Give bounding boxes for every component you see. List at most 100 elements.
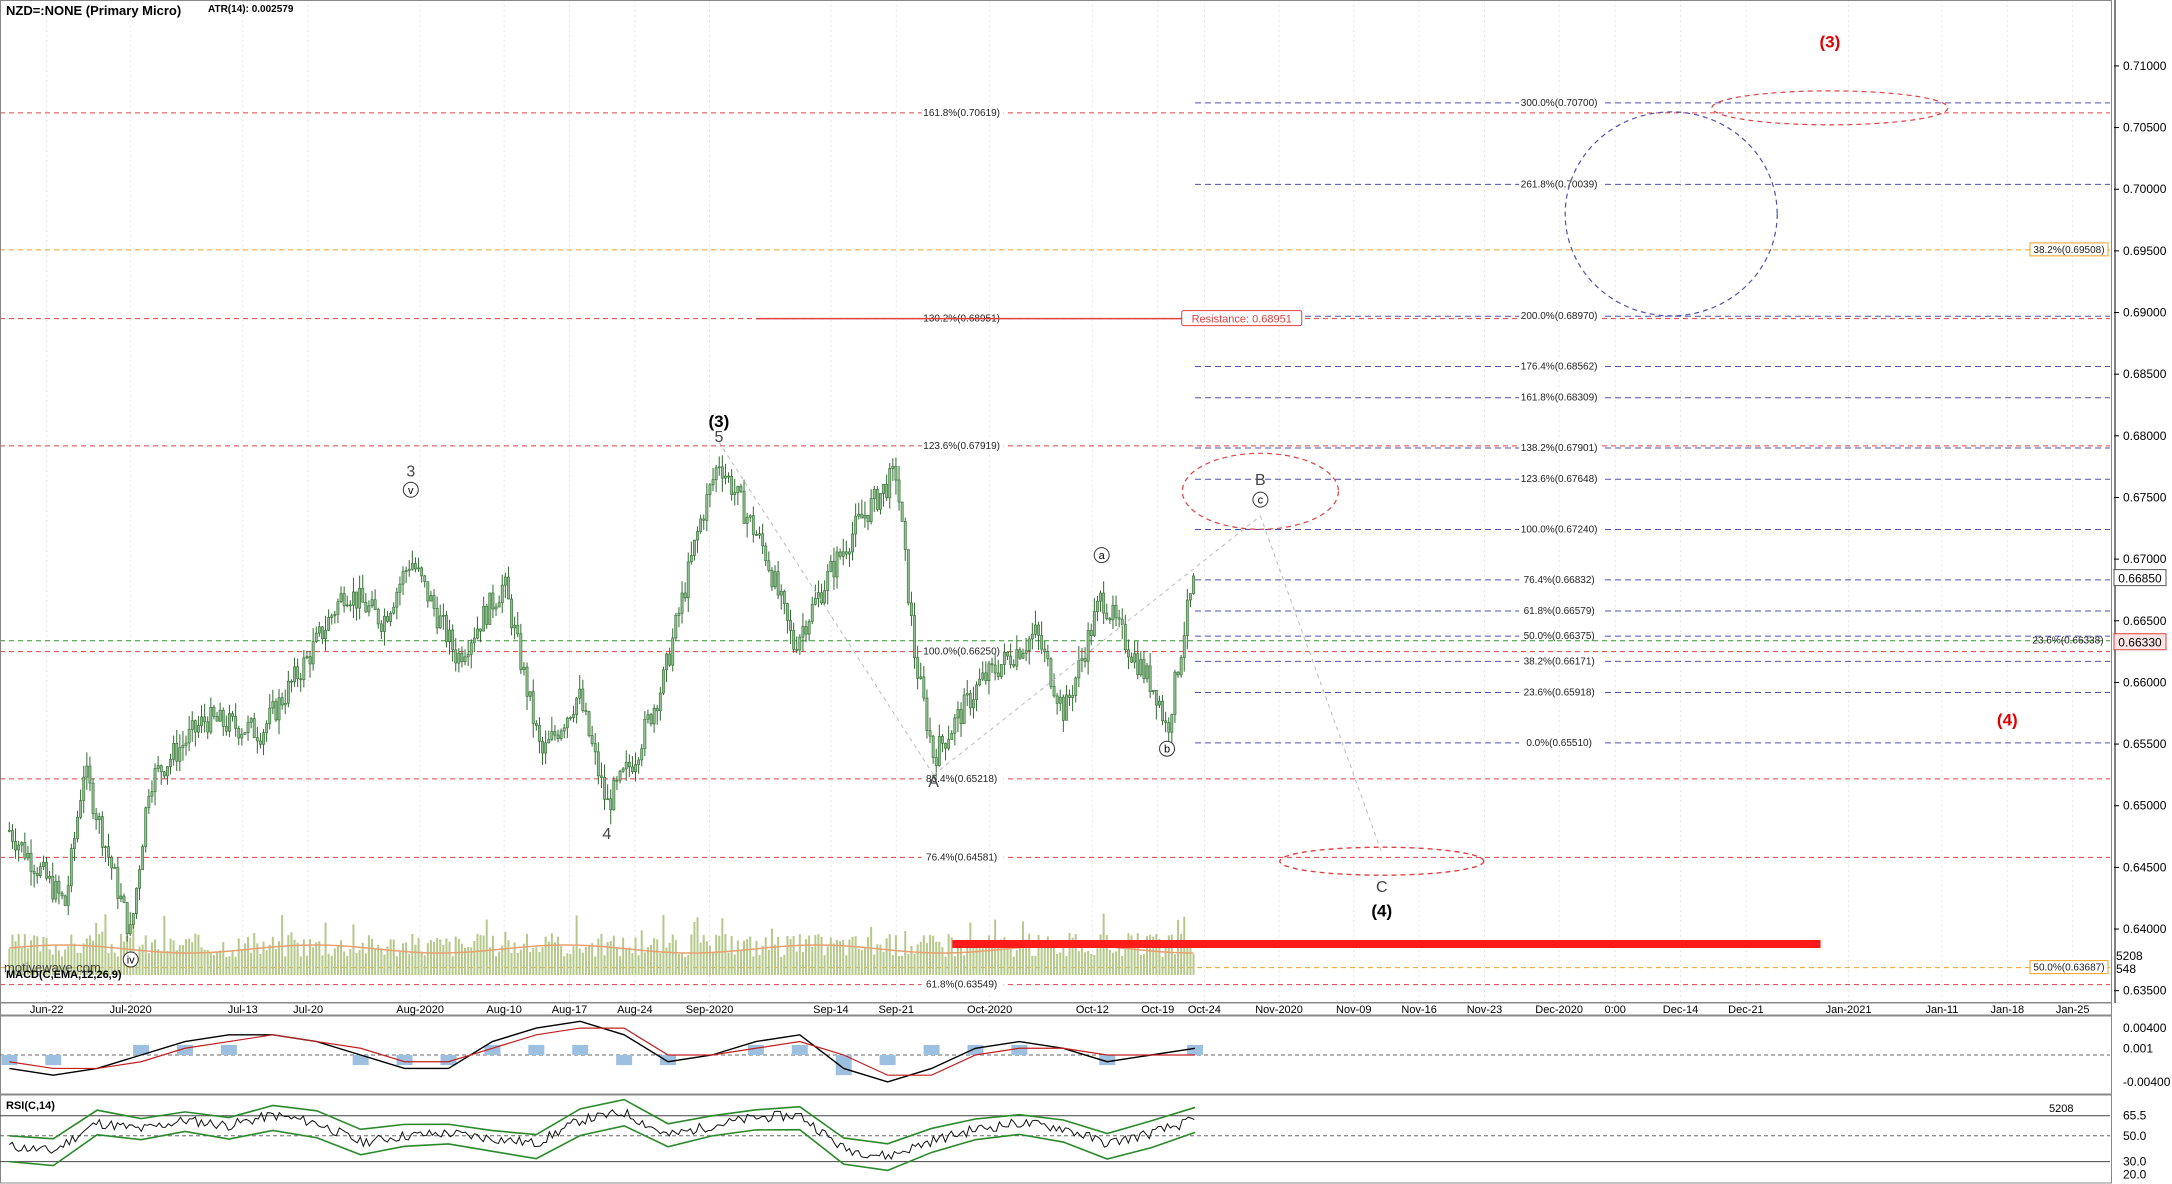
volume-bar bbox=[780, 956, 783, 975]
price-bar-body bbox=[113, 867, 117, 869]
volume-bar bbox=[408, 954, 411, 975]
price-bar-body bbox=[1136, 653, 1140, 676]
volume-bar bbox=[482, 935, 485, 975]
volume-bar bbox=[265, 950, 268, 975]
price-bar-body bbox=[708, 484, 712, 495]
x-tick-label: Aug-24 bbox=[617, 1004, 652, 1016]
volume-bar bbox=[1028, 933, 1031, 975]
projection-line bbox=[933, 515, 1261, 776]
volume-bar bbox=[1040, 943, 1043, 975]
volume-bar bbox=[913, 953, 916, 975]
price-bar-body bbox=[1182, 635, 1186, 658]
volume-bar bbox=[54, 944, 57, 975]
volume-bar bbox=[960, 946, 963, 975]
price-bar-body bbox=[829, 561, 833, 572]
price-bar-body bbox=[1127, 649, 1130, 658]
fib-label-bg bbox=[1519, 390, 1602, 403]
wave-circle bbox=[122, 951, 139, 968]
volume-bar bbox=[17, 933, 20, 975]
volume-bar bbox=[513, 942, 516, 975]
price-bar-body bbox=[26, 853, 30, 859]
volume-bar bbox=[919, 941, 922, 975]
volume-bar bbox=[1043, 942, 1046, 975]
price-bar-body bbox=[857, 513, 861, 517]
price-bar-body bbox=[271, 701, 275, 709]
price-bar-body bbox=[1065, 694, 1068, 721]
volume-bar bbox=[225, 956, 228, 975]
price-bar-body bbox=[953, 717, 957, 734]
price-bar-body bbox=[761, 533, 765, 547]
volume-bar bbox=[253, 933, 256, 975]
price-bar-body bbox=[1164, 720, 1168, 723]
fib-label: 85.4%(0.65218) bbox=[926, 774, 997, 785]
price-bar-body bbox=[851, 533, 854, 553]
price-bar-body bbox=[618, 770, 622, 781]
fib-label: 0.0%(0.65510) bbox=[1526, 738, 1592, 749]
volume-bar bbox=[1087, 950, 1090, 975]
y-tick-label: 0.67000 bbox=[2123, 552, 2167, 566]
y-tick-label: 0.70000 bbox=[2123, 182, 2167, 196]
price-bar-body bbox=[944, 743, 947, 749]
price-bar-body bbox=[472, 637, 476, 644]
price-bar-body bbox=[1034, 624, 1037, 635]
volume-bar bbox=[321, 955, 324, 975]
volume-bar bbox=[1096, 948, 1099, 975]
volume-bar bbox=[817, 934, 820, 975]
price-bar-body bbox=[66, 885, 70, 906]
price-bar-body bbox=[1139, 659, 1143, 676]
volume-bar bbox=[268, 944, 271, 975]
volume-bar bbox=[1189, 946, 1192, 975]
volume-bar bbox=[727, 952, 730, 975]
fib-label-bg bbox=[921, 977, 1004, 990]
volume-bar bbox=[504, 931, 507, 975]
price-bar-body bbox=[451, 629, 455, 651]
volume-bar bbox=[609, 940, 612, 975]
price-bar-body bbox=[407, 568, 411, 571]
x-tick-label: 0:00 bbox=[1604, 1004, 1625, 1016]
volume-bar bbox=[640, 930, 643, 975]
fib-label: 200.0%(0.68970) bbox=[1521, 311, 1598, 322]
volume-bar bbox=[464, 947, 467, 975]
price-bar-body bbox=[17, 844, 21, 851]
volume-bar bbox=[188, 938, 191, 975]
price-bar-body bbox=[699, 518, 703, 532]
price-bar-body bbox=[131, 913, 135, 925]
volume-bar bbox=[1164, 942, 1167, 975]
price-bar-body bbox=[11, 830, 14, 842]
volume-bar bbox=[557, 936, 560, 975]
volume-bar bbox=[495, 956, 498, 975]
volume-bar bbox=[532, 947, 535, 975]
volume-bar bbox=[256, 943, 259, 975]
y-tick-label: 0.67500 bbox=[2123, 490, 2167, 504]
volume-bar bbox=[863, 946, 866, 975]
price-bar-body bbox=[426, 581, 430, 602]
macd-hist-bar bbox=[220, 1044, 237, 1055]
volume-bar bbox=[510, 952, 513, 975]
volume-bar bbox=[569, 953, 572, 975]
macd-hist-bar bbox=[791, 1044, 808, 1055]
macd-title: MACD(C,EMA,12,26,9) bbox=[6, 969, 122, 981]
price-bar-body bbox=[565, 717, 569, 729]
price-bar-body bbox=[686, 561, 690, 599]
price-bar-body bbox=[237, 728, 241, 739]
fib-label: 100.0%(0.66250) bbox=[923, 647, 1000, 658]
price-bar-body bbox=[674, 615, 678, 639]
y-tick-label: 0.68500 bbox=[2123, 367, 2167, 381]
price-bar-body bbox=[826, 571, 830, 591]
current-price: 0.66330 bbox=[2118, 636, 2162, 650]
price-bar-body bbox=[386, 615, 389, 622]
price-bar-body bbox=[937, 736, 941, 766]
price-bar-body bbox=[903, 521, 907, 550]
volume-bar bbox=[228, 956, 231, 975]
price-bar-body bbox=[575, 697, 579, 715]
y-tick-label: 0.69000 bbox=[2123, 306, 2167, 320]
volume-bar bbox=[805, 939, 808, 975]
volume-bar bbox=[45, 937, 48, 975]
volume-bar bbox=[185, 939, 188, 975]
price-bar-body bbox=[910, 602, 913, 616]
volume-bar bbox=[85, 938, 88, 975]
fib-label-bg bbox=[1519, 629, 1602, 642]
volume-bar bbox=[535, 947, 538, 975]
price-bar-body bbox=[1003, 651, 1006, 665]
